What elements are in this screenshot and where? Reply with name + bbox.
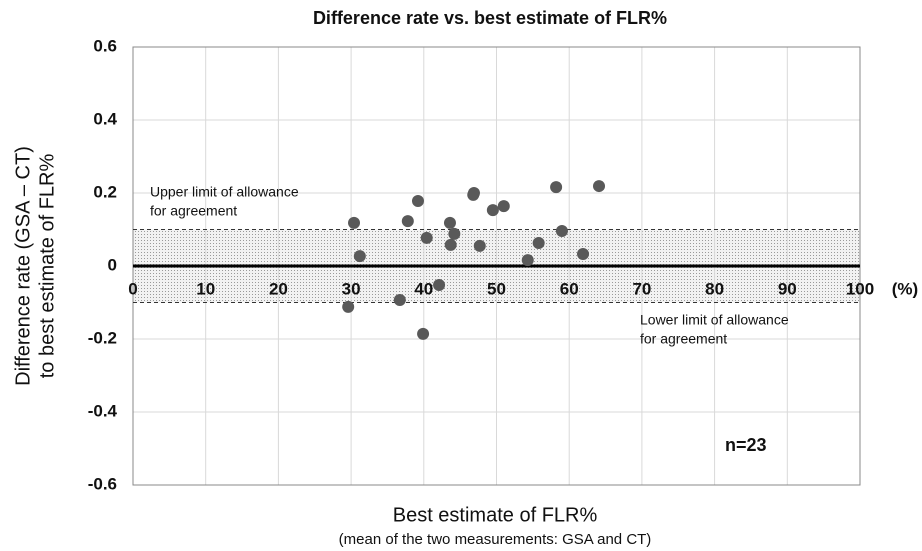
chart-title: Difference rate vs. best estimate of FLR… <box>313 8 667 28</box>
annotation: n=23 <box>725 435 767 455</box>
point <box>444 238 457 251</box>
point <box>577 247 590 260</box>
point <box>342 300 355 313</box>
x-tick-label: 60 <box>560 279 579 298</box>
x-tick-label: 0 <box>128 279 137 298</box>
y-tick-label: -0.4 <box>88 401 118 420</box>
point <box>411 195 424 208</box>
point <box>550 181 563 194</box>
annotation: Upper limit of allowance <box>150 184 299 200</box>
y-tick-label: 0.6 <box>93 36 117 55</box>
x-tick-label: 40 <box>414 279 433 298</box>
y-tick-label: 0.2 <box>93 182 117 201</box>
point <box>448 227 461 240</box>
x-tick-label: 50 <box>487 279 506 298</box>
point <box>348 216 361 229</box>
annotation: for agreement <box>150 203 237 219</box>
point <box>486 204 499 217</box>
x-axis-label: Best estimate of FLR% <box>393 504 598 526</box>
x-tick-label: 80 <box>705 279 724 298</box>
x-tick-label: 90 <box>778 279 797 298</box>
x-axis-note: (mean of the two measurements: GSA and C… <box>339 531 652 548</box>
x-tick-label: 30 <box>342 279 361 298</box>
annotation: for agreement <box>640 331 727 347</box>
point <box>467 187 480 199</box>
x-tick-label: 100 <box>846 279 874 298</box>
point <box>393 293 406 306</box>
y-tick-label: 0 <box>108 255 117 274</box>
point <box>473 239 486 252</box>
x-tick-label: 10 <box>196 279 215 298</box>
y-axis-label: Difference rate (GSA – CT) <box>12 146 34 386</box>
y-tick-label: -0.6 <box>88 474 117 493</box>
point <box>420 231 433 244</box>
y-axis-label: to best estimate of FLR% <box>36 154 58 379</box>
x-tick-label: 20 <box>269 279 288 298</box>
point <box>401 215 414 228</box>
y-tick-label: 0.4 <box>93 109 117 128</box>
y-tick-label: -0.2 <box>88 328 117 347</box>
point <box>555 224 568 237</box>
point <box>497 200 510 213</box>
x-unit: (%) <box>892 279 918 298</box>
point <box>417 327 430 340</box>
point <box>593 180 606 193</box>
point <box>532 237 545 250</box>
annotation: Lower limit of allowance <box>640 312 789 328</box>
point <box>521 254 534 267</box>
point <box>353 250 366 263</box>
x-tick-label: 70 <box>632 279 651 298</box>
point <box>433 278 446 291</box>
point <box>443 216 456 229</box>
